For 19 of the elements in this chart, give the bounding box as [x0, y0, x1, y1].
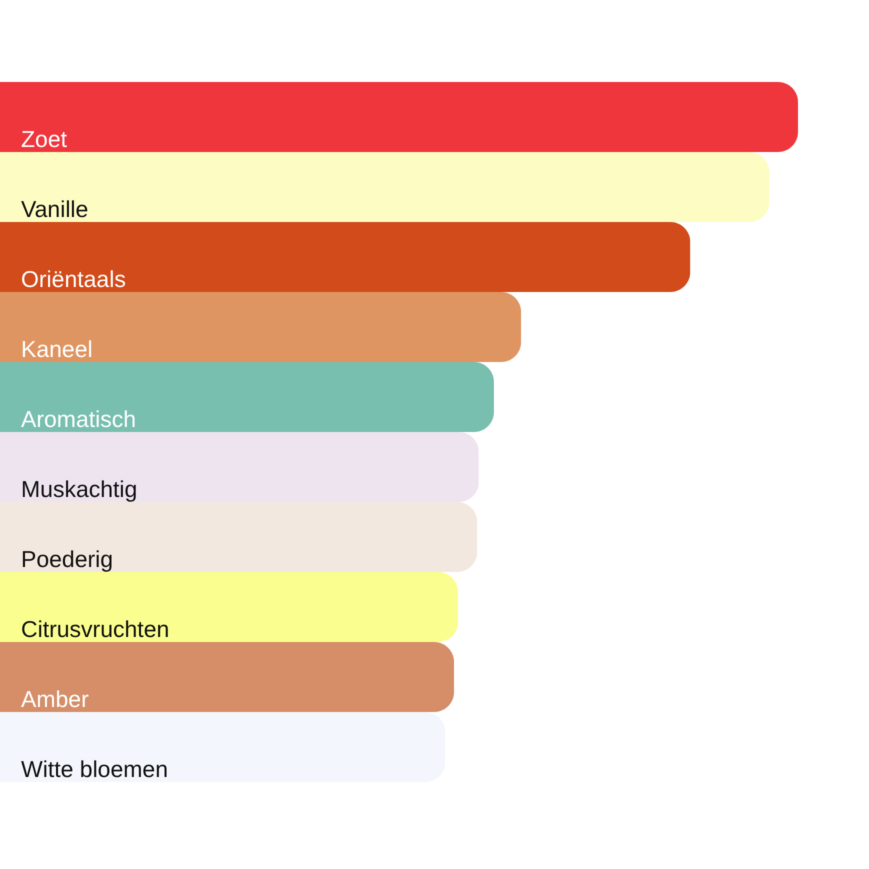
bar: [0, 502, 478, 572]
y-tick-label: Witte bloemen: [21, 756, 168, 782]
bar: [0, 152, 770, 222]
bar: [0, 572, 458, 642]
y-tick-label: Vanille: [21, 196, 88, 222]
bar: [0, 642, 454, 712]
y-tick-label: Zoet: [21, 126, 68, 152]
bar: [0, 292, 522, 362]
y-tick-label: Citrusvruchten: [21, 616, 170, 642]
y-tick-label: Amber: [21, 686, 90, 712]
y-tick-label: Aromatisch: [21, 406, 136, 432]
bar: [0, 362, 494, 432]
bar: [0, 222, 690, 292]
y-tick-label: Muskachtig: [21, 476, 138, 502]
bar: [0, 82, 798, 152]
bar: [0, 432, 479, 502]
y-tick-label: Kaneel: [21, 336, 93, 362]
y-tick-label: Poederig: [21, 546, 114, 572]
y-tick-label: Oriëntaals: [21, 266, 126, 292]
